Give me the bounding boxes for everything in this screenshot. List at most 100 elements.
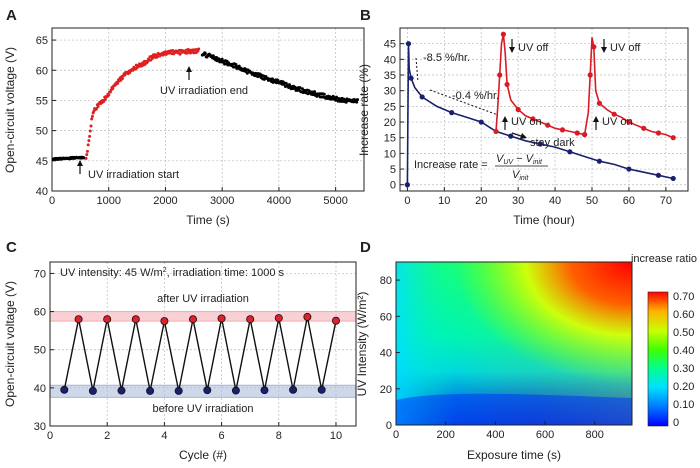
panel-a-ytick-label: 60	[36, 65, 48, 77]
panel-b-point	[530, 116, 536, 122]
panel-d-ticks: 0 200 400 600 800 0 20 40 60 80	[380, 275, 604, 441]
panel-a-xtick-label: 2000	[153, 195, 177, 207]
panel-c-point	[74, 315, 83, 324]
panel-b-point	[504, 81, 510, 88]
panel-c-point	[103, 315, 112, 324]
panel-a-point	[88, 129, 92, 133]
panel-b-point	[591, 44, 597, 50]
panel-b-ytick-label: 45	[384, 39, 396, 51]
panel-a-point	[88, 134, 92, 138]
annotation-uv-off-1-text: UV off	[518, 42, 549, 54]
panel-b-ticks: 0 10 20 30 40 50 60 70 0 5 10 15 20 25 30 35 40 45	[384, 39, 672, 207]
panel-label-b: B	[360, 7, 371, 24]
panel-b-point	[537, 141, 543, 147]
annotation-slope-slow: -0.4 %/hr.	[452, 90, 499, 102]
panel-b: B 0 10 20 30 40 50 60 70 0 5 10 15 20 25 30 35 40 45 Time…	[357, 7, 689, 227]
panel-a-point	[86, 143, 90, 147]
arrow-head-icon	[77, 160, 83, 166]
panel-c-xtick-label: 6	[219, 430, 225, 442]
panel-d-xtick-label: 600	[536, 429, 554, 441]
panel-a-point	[96, 104, 100, 108]
panel-d-ytick-label: 80	[380, 275, 392, 287]
panel-label-a: A	[6, 7, 17, 24]
panel-a-xtick-label: 0	[49, 195, 55, 207]
panel-c-xtick-label: 10	[330, 430, 342, 442]
panel-a-point	[111, 87, 115, 91]
panel-b-point	[545, 122, 551, 128]
panel-a-point	[298, 86, 302, 90]
panel-b-ytick-label: 40	[384, 54, 396, 66]
panel-b-point	[497, 72, 503, 78]
panel-c-point	[274, 314, 283, 323]
formula-numerator: VUV − Vinit	[496, 153, 543, 166]
panel-label-d: D	[360, 239, 371, 256]
panel-b-point	[582, 131, 588, 138]
panel-c-frame	[49, 261, 357, 427]
panel-a-point	[85, 149, 89, 153]
colorbar-tick-label: 0.40	[673, 345, 694, 357]
colorbar-tick-label: 0.30	[673, 363, 694, 375]
panel-a-point	[121, 76, 125, 80]
slope-fast-line	[415, 57, 419, 83]
arrow-head-icon	[186, 66, 192, 72]
panel-c-xtick-label: 4	[161, 430, 167, 442]
panel-c-band	[50, 311, 356, 322]
panel-c-point	[188, 315, 197, 324]
panel-b-point	[500, 31, 506, 37]
panel-c-point	[317, 385, 326, 394]
panel-b-point	[626, 119, 632, 125]
band-label-after: after UV irradiation	[157, 293, 249, 305]
heatmap-high-region	[396, 262, 632, 425]
panel-d-ylabel: UV Intensity (W/m²)	[355, 292, 369, 397]
panel-b-point	[408, 75, 414, 81]
panel-b-xtick-label: 50	[586, 195, 598, 207]
arrow-head-icon	[502, 116, 508, 122]
panel-c-note: UV intensity: 45 W/m2, irradiation time:…	[60, 267, 285, 279]
panel-a-point	[262, 77, 266, 81]
panel-a-point	[85, 153, 89, 157]
panel-a-ylabel: Open-circuit voltage (V)	[3, 47, 17, 173]
panel-b-ytick-label: 35	[384, 70, 396, 82]
panel-b-ylabel: Increase rate (%)	[357, 64, 371, 156]
annotation-stay-dark-text: stay dark	[530, 137, 575, 149]
panel-a-grid	[51, 28, 364, 192]
formula-lhs: Increase rate =	[414, 159, 488, 171]
panel-c-ytick-label: 60	[34, 307, 46, 319]
colorbar-ticks: 0.70 0.60 0.50 0.40 0.30 0.20 0.10 0	[673, 291, 694, 429]
panel-c-xtick-label: 0	[47, 430, 53, 442]
panel-a-point	[322, 92, 326, 96]
arrow-head-icon	[509, 47, 515, 53]
panel-a-point	[220, 57, 224, 61]
panel-c-point	[203, 386, 212, 395]
panel-b-point	[655, 130, 662, 136]
panel-b-xtick-label: 70	[660, 195, 672, 207]
panel-a-xtick-label: 1000	[96, 195, 120, 207]
panel-d-xtick-label: 200	[437, 429, 455, 441]
panel-a-ytick-label: 55	[36, 95, 48, 107]
panel-c-line	[63, 316, 337, 392]
panel-b-ytick-label: 0	[390, 180, 396, 192]
panel-a-ytick-label: 50	[36, 126, 48, 138]
panel-c-ylabel: Open-circuit voltage (V)	[3, 281, 17, 407]
panel-b-point	[404, 182, 410, 188]
panel-a-point	[203, 51, 207, 55]
colorbar-tick-label: 0.60	[673, 309, 694, 321]
panel-b-ytick-label: 20	[384, 117, 396, 129]
panel-b-point	[641, 125, 647, 131]
annotation-uv-off-2: UV off	[601, 39, 641, 54]
panel-c-point	[160, 317, 169, 326]
colorbar: increase ratio 0.700.600.500.400.300.200…	[631, 253, 697, 429]
panel-a-ticks: 0 1000 2000 3000 4000 5000 40 45 50 55 60 65	[36, 35, 348, 207]
panel-a-point	[123, 73, 127, 77]
formula-denominator: Vinit	[512, 169, 529, 182]
panel-b-data	[404, 31, 676, 188]
panel-a-point	[89, 124, 93, 128]
panel-b-point	[670, 135, 676, 141]
annotation-uv-end: UV irradiation end	[160, 66, 248, 97]
panel-b-point	[626, 166, 632, 172]
panel-d: D 0 200 400 600 800 0 20 40 60 80 Exposure time (…	[355, 239, 697, 462]
band-label-before: before UV irradiation	[153, 403, 254, 415]
panel-b-point	[587, 72, 593, 78]
panel-a-ytick-label: 65	[36, 35, 48, 47]
panel-c-xlabel: Cycle (#)	[179, 448, 227, 462]
